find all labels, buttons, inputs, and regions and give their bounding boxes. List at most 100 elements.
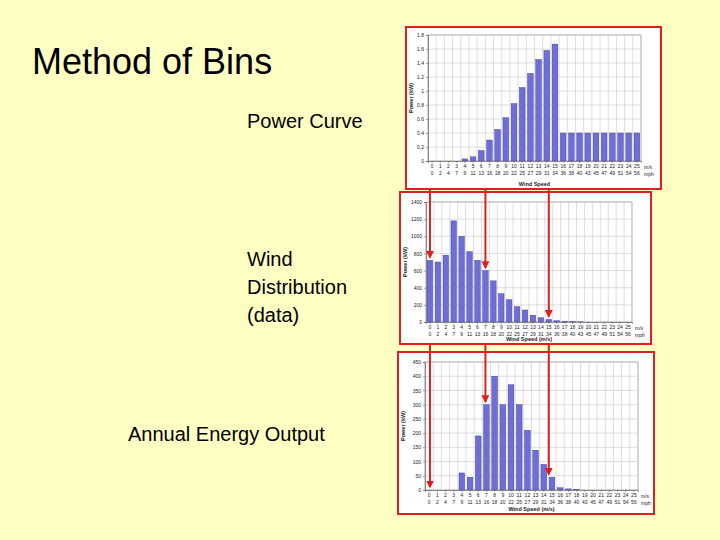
x-tick: 23 xyxy=(618,161,624,169)
x-tick-label: 15 xyxy=(549,492,555,498)
side-label: Annual Energy Output xyxy=(128,423,325,445)
grid-line xyxy=(428,147,641,148)
x-tick: 18 xyxy=(577,161,583,169)
y-tick: 1.6 xyxy=(417,46,428,52)
plot-area xyxy=(428,35,641,161)
grid-line-vertical xyxy=(465,202,466,322)
y-tick-label: 0.4 xyxy=(417,130,424,136)
y-tick-mark xyxy=(423,462,425,463)
x-tick: 4 xyxy=(460,490,463,498)
y-tick-mark xyxy=(426,147,428,148)
x2-tick-label: 43 xyxy=(585,170,591,176)
x-tick-label: 17 xyxy=(562,324,568,330)
x-tick-label: 8 xyxy=(493,492,496,498)
bar xyxy=(484,405,490,490)
x-tick: 0 xyxy=(429,322,432,330)
y-tick-label: 1.4 xyxy=(417,60,424,66)
bar xyxy=(598,490,604,491)
x-tick-label: 4 xyxy=(463,163,466,169)
bar xyxy=(593,133,599,161)
x-tick-label: 10 xyxy=(508,492,514,498)
x-tick: 20 xyxy=(593,161,599,169)
bar xyxy=(426,490,432,491)
grid-line-vertical xyxy=(481,202,482,322)
chart-frame xyxy=(400,192,651,344)
x-tick: 21 xyxy=(598,490,604,498)
grid-line-vertical xyxy=(436,35,437,161)
x-tick: 7 xyxy=(484,322,487,330)
bar xyxy=(536,60,542,162)
x-tick-label: 0 xyxy=(428,492,431,498)
x-tick: 17 xyxy=(562,322,568,330)
x-tick-label: 19 xyxy=(578,324,584,330)
y-tick: 600 xyxy=(414,268,426,274)
x2-tick-label: 49 xyxy=(601,331,607,337)
y-tick-label: 1400 xyxy=(411,199,422,205)
grid-line xyxy=(426,219,632,220)
x2-tick-label: 40 xyxy=(574,499,580,505)
x-unit-label: m/s xyxy=(644,164,653,170)
x2-tick-label: 36 xyxy=(560,170,566,176)
x-tick: 9 xyxy=(504,161,507,169)
x-tick: 16 xyxy=(557,490,563,498)
grid-line-vertical xyxy=(521,202,522,322)
side-label: Wind xyxy=(247,248,293,270)
grid-line xyxy=(426,304,632,305)
x2-tick-label: 18 xyxy=(492,499,498,505)
y-tick-mark xyxy=(424,253,426,254)
x-axis-title: Wind Speed (m/s) xyxy=(506,336,552,342)
y-tick-mark xyxy=(426,77,428,78)
y-tick-label: 100 xyxy=(413,459,422,465)
bar xyxy=(508,385,514,490)
x-tick-label: 21 xyxy=(598,492,604,498)
x2-tick-label: 18 xyxy=(491,331,497,337)
x-tick: 9 xyxy=(500,322,503,330)
y-tick-label: 200 xyxy=(414,302,423,308)
bar xyxy=(478,151,484,162)
x-tick: 8 xyxy=(492,322,495,330)
x2-tick-label: 45 xyxy=(590,499,596,505)
x2-tick-label: 45 xyxy=(586,331,592,337)
x-tick: 16 xyxy=(560,161,566,169)
y-tick: 800 xyxy=(414,251,426,257)
x-tick-label: 2 xyxy=(444,324,447,330)
x2-tick-label: 56 xyxy=(625,331,631,337)
y-axis-line xyxy=(423,363,426,491)
x-tick-label: 25 xyxy=(625,324,631,330)
bar xyxy=(514,307,520,322)
y-tick-mark xyxy=(423,362,425,363)
x2-tick-label: 38 xyxy=(562,331,568,337)
x-tick-label: 13 xyxy=(533,492,539,498)
x-tick: 25 xyxy=(634,161,640,169)
bar xyxy=(462,159,468,161)
grid-line xyxy=(425,362,638,363)
x-tick-label: 5 xyxy=(469,492,472,498)
x2-tick-label: 25 xyxy=(519,170,525,176)
bar xyxy=(443,490,449,491)
x-tick: 24 xyxy=(626,161,632,169)
bar xyxy=(434,490,440,491)
x2-tick-label: 31 xyxy=(541,499,547,505)
grid-line-vertical xyxy=(559,35,560,161)
grid-line-vertical xyxy=(600,35,601,161)
x-tick-label: 12 xyxy=(522,324,528,330)
x-tick: 11 xyxy=(517,490,522,498)
x-tick-label: 21 xyxy=(601,163,607,169)
x-tick-label: 10 xyxy=(506,324,512,330)
x2-tick-label: 29 xyxy=(536,170,542,176)
grid-line-vertical xyxy=(608,35,609,161)
x-tick: 24 xyxy=(623,490,629,498)
y-tick-label: 0.6 xyxy=(417,116,424,122)
grid-line-vertical xyxy=(513,202,514,322)
x-axis: 0123456789101112131415161718192021222324… xyxy=(427,322,633,330)
x-tick: 22 xyxy=(607,490,613,498)
bar xyxy=(483,271,489,322)
x-tick: 14 xyxy=(538,322,544,330)
y-tick: 400 xyxy=(414,285,426,291)
side-label: (data) xyxy=(247,304,299,326)
bar xyxy=(454,161,460,162)
bar xyxy=(451,490,457,491)
grid-line-vertical xyxy=(544,202,545,322)
grid-line-vertical xyxy=(539,362,540,490)
x-tick-label: 19 xyxy=(585,163,591,169)
